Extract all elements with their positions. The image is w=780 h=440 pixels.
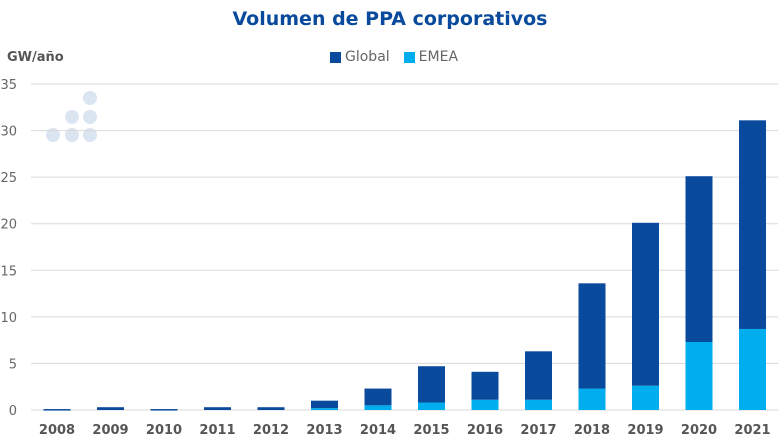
x-tick-label: 2021 [734,423,770,438]
bar-global-2011 [204,407,231,410]
bar-global-2020 [685,176,713,343]
bar-emea-2013 [311,408,338,410]
bar-global-2016 [471,371,499,400]
bar-global-2008 [43,409,71,411]
bar-emea-2016 [471,399,499,410]
bar-global-2014 [364,388,392,406]
bar-emea-2019 [632,385,659,410]
decorative-dots [46,91,97,142]
y-tick-label: 20 [0,218,17,233]
x-tick-label: 2014 [360,423,396,438]
x-tick-label: 2016 [467,423,503,438]
y-tick-label: 5 [9,357,17,372]
x-tick-label: 2012 [253,423,289,438]
x-tick-label: 2017 [520,423,556,438]
legend-swatch-global [330,51,341,63]
bar-global-2015 [418,366,445,403]
bar-global-2021 [739,120,766,329]
x-tick-label: 2011 [199,423,235,438]
x-tick-label: 2013 [306,423,342,438]
legend-label-global: Global [345,49,390,65]
x-tick-label: 2010 [146,423,182,438]
x-tick-label: 2019 [627,423,663,438]
x-tick-label: 2008 [39,423,75,438]
bar-global-2018 [578,283,606,389]
bar-global-2017 [525,351,552,400]
bar-emea-2018 [578,388,606,410]
dot-icon [65,110,79,124]
bar-emea-2020 [685,342,713,410]
bar-global-2019 [632,222,659,386]
y-tick-label: 0 [9,404,17,419]
x-tick-label: 2015 [413,423,449,438]
x-tick-label: 2020 [681,423,717,438]
y-axis-label: GW/año [7,50,64,65]
legend-item-emea: EMEA [403,49,459,65]
chart-title: Volumen de PPA corporativos [232,8,548,30]
y-tick-label: 30 [0,125,17,140]
bar-emea-2014 [364,405,392,410]
dot-icon [65,128,79,142]
bar-emea-2015 [418,402,445,410]
x-tick-label: 2009 [92,423,128,438]
y-tick-label: 10 [0,311,17,326]
legend: Global EMEA [330,49,458,65]
y-tick-label: 25 [0,171,17,186]
bar-global-2010 [150,409,178,411]
dot-icon [83,128,97,142]
legend-item-global: Global [330,49,390,65]
bar-global-2013 [311,400,338,409]
x-tick-label: 2018 [574,423,610,438]
bar-global-2012 [257,407,285,410]
dot-icon [46,128,60,142]
legend-label-emea: EMEA [418,49,459,65]
dot-icon [83,110,97,124]
y-tick-label: 15 [0,264,17,279]
legend-swatch-emea [403,51,415,63]
bar-emea-2017 [525,399,552,410]
dot-icon [83,91,97,105]
bar-emea-2021 [739,328,766,410]
bar-global-2009 [97,407,124,410]
y-tick-label: 35 [0,78,17,93]
